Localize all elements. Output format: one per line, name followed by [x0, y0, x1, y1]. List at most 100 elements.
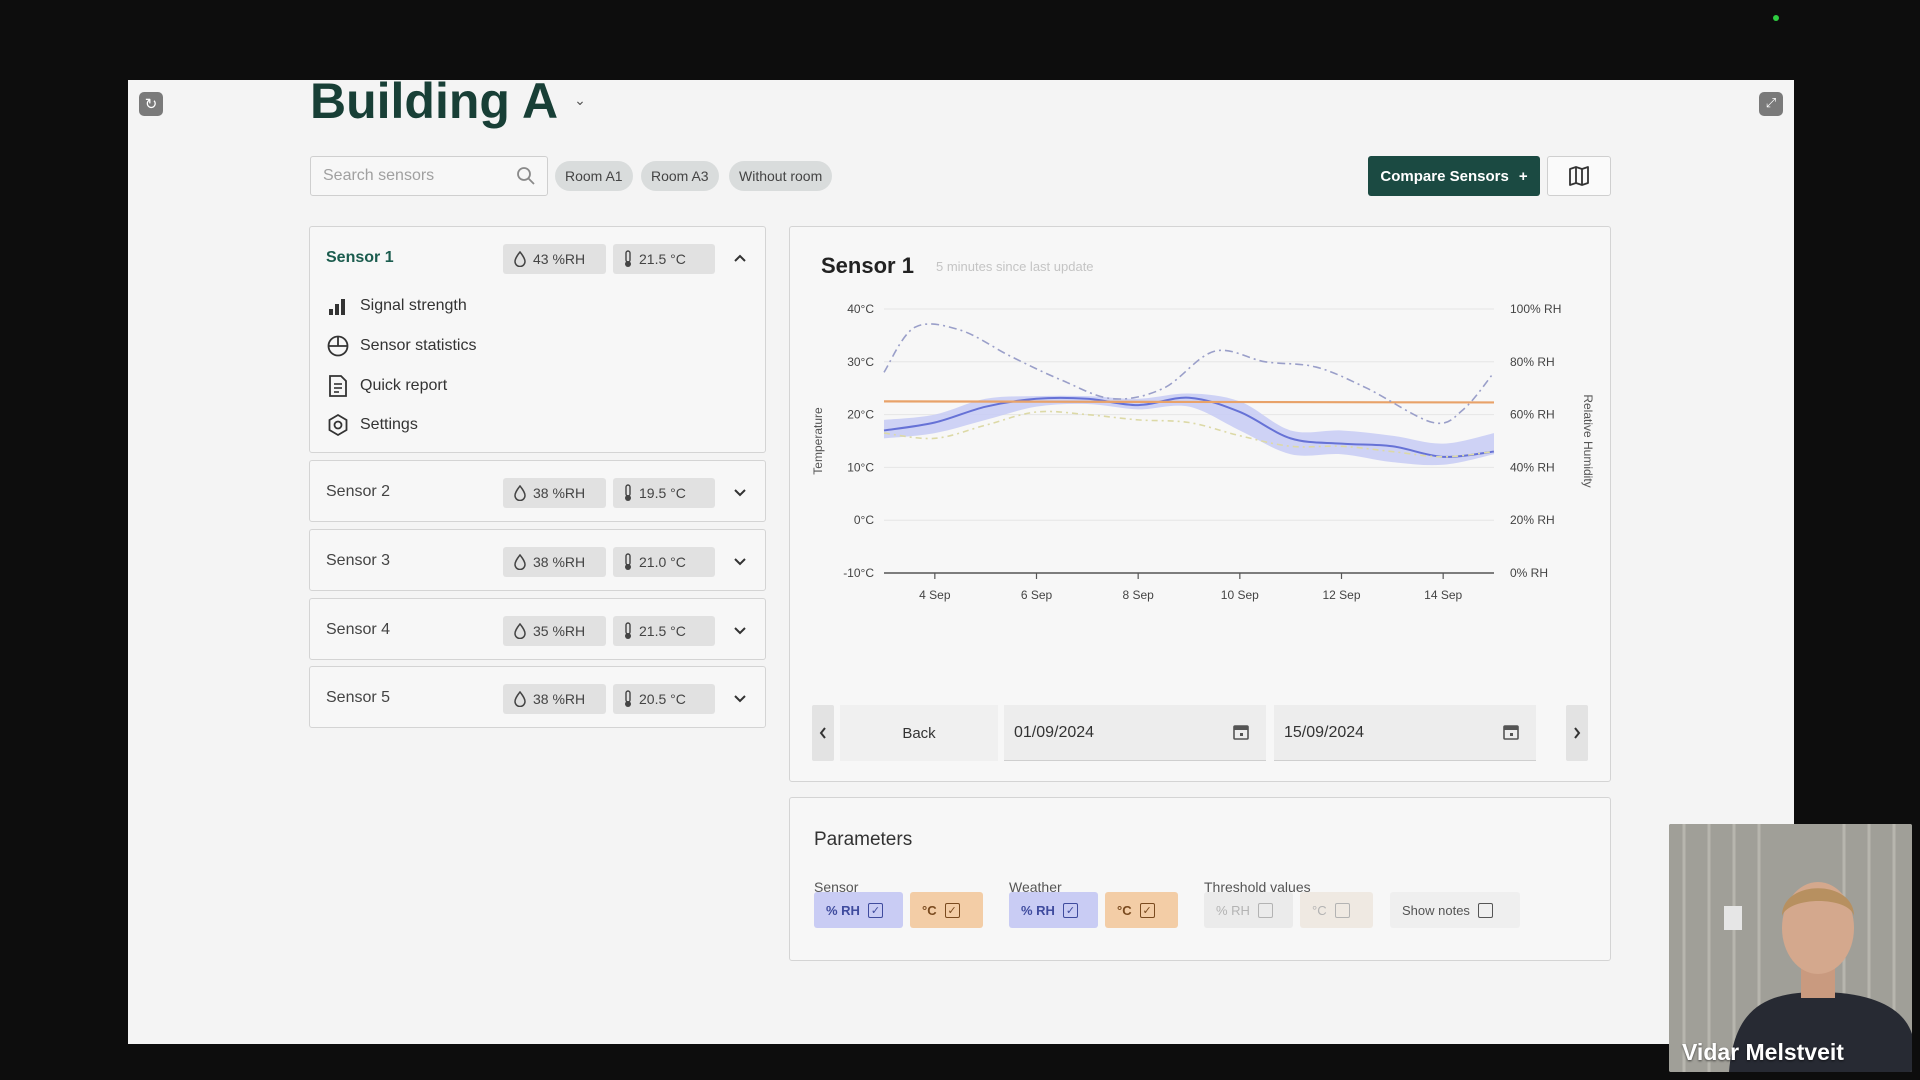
- search-input[interactable]: [323, 167, 503, 185]
- show-notes-toggle[interactable]: Show notes: [1390, 892, 1520, 928]
- humidity-line: [883, 323, 1495, 425]
- y2-tick-label: 20% RH: [1510, 513, 1555, 527]
- page-title: Building A: [310, 80, 559, 129]
- humidity-pill: 38 %RH: [503, 684, 606, 714]
- y2-tick-label: 100% RH: [1510, 302, 1561, 316]
- humidity-value: 38 %RH: [533, 691, 586, 707]
- sensor-header[interactable]: Sensor 1 43 %RH 21.5 °C: [310, 227, 765, 289]
- menu-quick-report[interactable]: Quick report: [326, 374, 447, 398]
- chevron-right-icon: [1574, 727, 1581, 739]
- sensor-header[interactable]: Sensor 3 38 %RH 21.0 °C: [310, 530, 765, 592]
- start-date-value: 01/09/2024: [1014, 723, 1095, 741]
- menu-signal-strength[interactable]: Signal strength: [326, 294, 467, 318]
- y2-tick-label: 60% RH: [1510, 408, 1555, 422]
- menu-settings[interactable]: Settings: [326, 413, 418, 437]
- checkbox-checked-icon: ✓: [1062, 902, 1078, 918]
- toggle-label: °C: [1117, 902, 1132, 918]
- weather-group-label: Weather: [1009, 879, 1062, 895]
- threshold-rh-toggle[interactable]: % RH: [1204, 892, 1293, 928]
- toggle-label: % RH: [1216, 902, 1250, 918]
- toggle-label: % RH: [1021, 902, 1055, 918]
- previous-period-button[interactable]: [812, 705, 834, 761]
- thermometer-icon: [625, 690, 631, 707]
- expand-button[interactable]: [729, 549, 751, 573]
- sensor-header[interactable]: Sensor 4 35 %RH 21.5 °C: [310, 599, 765, 661]
- detail-title: Sensor 1: [821, 253, 914, 278]
- sensor-header[interactable]: Sensor 2 38 %RH 19.5 °C: [310, 461, 765, 523]
- compare-sensors-button[interactable]: Compare Sensors +: [1368, 156, 1540, 196]
- collapse-button[interactable]: [729, 246, 751, 270]
- video-participant-tile: Vidar Melstveit: [1669, 824, 1912, 1072]
- y-tick-label: 30°C: [847, 355, 874, 369]
- sensor-card-4: Sensor 4 35 %RH 21.5 °C: [309, 598, 766, 660]
- thermometer-icon: [625, 622, 631, 639]
- report-icon: [326, 374, 350, 398]
- statistics-icon: [326, 334, 350, 358]
- sensor-name: Sensor 4: [326, 621, 391, 638]
- filter-chip-without-room[interactable]: Without room: [729, 161, 833, 191]
- sensor-header[interactable]: Sensor 5 38 %RH 20.5 °C: [310, 667, 765, 729]
- status-indicator: [1773, 15, 1779, 21]
- x-tick-label: 12 Sep: [1322, 588, 1360, 602]
- temperature-value: 21.5 °C: [639, 251, 686, 267]
- back-button[interactable]: Back: [840, 705, 998, 761]
- building-selector[interactable]: Building A ⌄: [310, 80, 586, 130]
- sensor-rh-toggle[interactable]: % RH ✓: [814, 892, 903, 928]
- sensor-name: Sensor 3: [326, 552, 391, 569]
- menu-label: Settings: [360, 416, 418, 433]
- calendar-icon[interactable]: [1502, 723, 1520, 741]
- y-axis-label: Temperature: [811, 407, 825, 475]
- expand-button[interactable]: [729, 686, 751, 710]
- toggle-label: °C: [1312, 902, 1327, 918]
- y2-tick-label: 40% RH: [1510, 460, 1555, 474]
- humidity-pill: 35 %RH: [503, 616, 606, 646]
- weather-rh-toggle[interactable]: % RH ✓: [1009, 892, 1098, 928]
- menu-sensor-statistics[interactable]: Sensor statistics: [326, 334, 476, 358]
- search-box[interactable]: [310, 156, 548, 196]
- toggle-label: °C: [922, 902, 937, 918]
- humidity-pill: 38 %RH: [503, 478, 606, 508]
- filter-chip-room-a3[interactable]: Room A3: [641, 161, 719, 191]
- end-date-value: 15/09/2024: [1284, 723, 1365, 741]
- participant-name: Vidar Melstveit: [1682, 1039, 1844, 1065]
- refresh-icon[interactable]: ↻: [139, 92, 163, 116]
- temperature-range-band: [884, 393, 1494, 466]
- checkbox-empty-icon: [1477, 902, 1493, 918]
- toggle-label: Show notes: [1402, 902, 1470, 918]
- threshold-celsius-toggle[interactable]: °C: [1300, 892, 1373, 928]
- x-tick-label: 4 Sep: [919, 588, 951, 602]
- x-tick-label: 14 Sep: [1424, 588, 1462, 602]
- y-tick-label: 10°C: [847, 460, 874, 474]
- droplet-icon: [514, 623, 526, 639]
- y-tick-label: 0°C: [854, 513, 874, 527]
- sensor-celsius-toggle[interactable]: °C ✓: [910, 892, 983, 928]
- temperature-pill: 21.5 °C: [613, 244, 715, 274]
- weather-celsius-toggle[interactable]: °C ✓: [1105, 892, 1178, 928]
- weather-temperature-line: [883, 400, 1495, 404]
- filter-chip-room-a1[interactable]: Room A1: [555, 161, 633, 191]
- map-view-button[interactable]: [1547, 156, 1611, 196]
- humidity-value: 38 %RH: [533, 554, 586, 570]
- sensor-group-label: Sensor: [814, 879, 859, 895]
- end-date-field[interactable]: 15/09/2024: [1274, 705, 1536, 761]
- x-tick-label: 8 Sep: [1122, 588, 1154, 602]
- thermometer-icon: [625, 553, 631, 570]
- sensor-card-1: Sensor 1 43 %RH 21.5 °C Signal strength: [309, 226, 766, 453]
- calendar-icon[interactable]: [1232, 723, 1250, 741]
- start-date-field[interactable]: 01/09/2024: [1004, 705, 1266, 761]
- next-period-button[interactable]: [1566, 705, 1588, 761]
- expand-button[interactable]: [729, 480, 751, 504]
- expand-icon[interactable]: ⤢: [1759, 92, 1783, 116]
- checkbox-empty-icon: [1257, 902, 1273, 918]
- threshold-group-label: Threshold values: [1204, 879, 1311, 895]
- droplet-icon: [514, 691, 526, 707]
- humidity-value: 43 %RH: [533, 251, 586, 267]
- expand-button[interactable]: [729, 618, 751, 642]
- last-update-text: 5 minutes since last update: [936, 259, 1094, 274]
- droplet-icon: [514, 554, 526, 570]
- temperature-value: 19.5 °C: [639, 485, 686, 501]
- humidity-value: 38 %RH: [533, 485, 586, 501]
- chevron-down-icon: ⌄: [574, 93, 586, 109]
- plus-icon: +: [1518, 167, 1528, 185]
